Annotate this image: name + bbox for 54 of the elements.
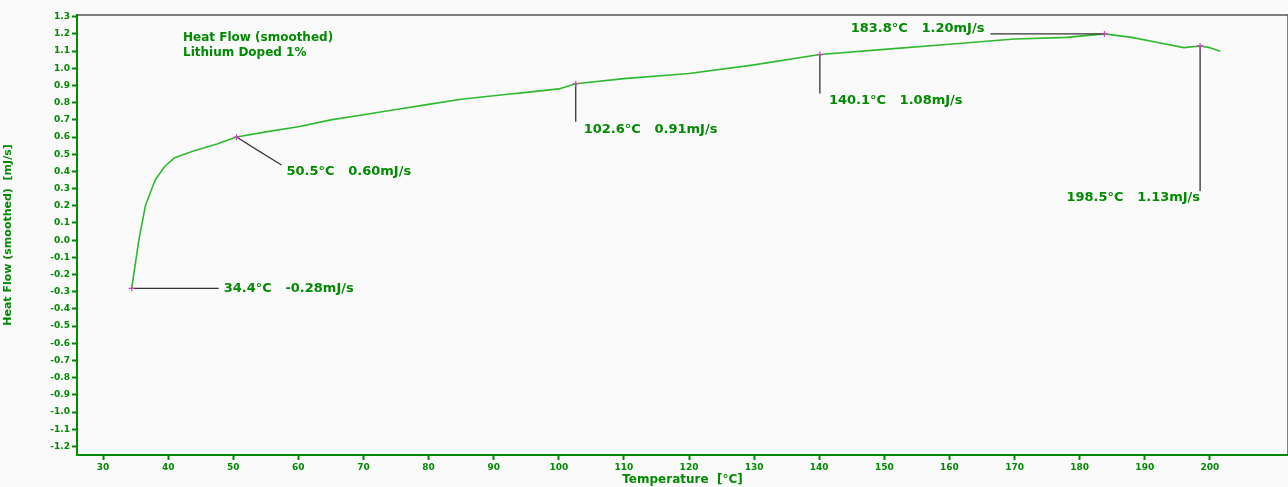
annotation: 183.8°C 1.20mJ/s: [850, 20, 985, 36]
x-tick-label: 40: [161, 461, 175, 472]
y-tick-label: 0.7: [54, 114, 70, 125]
x-tick-label: 160: [940, 461, 959, 472]
x-tick-label: 150: [874, 461, 894, 472]
x-tick-label: 120: [679, 461, 699, 472]
y-tick-label: 0.8: [54, 97, 70, 107]
x-tick-label: 110: [614, 461, 634, 472]
y-tick-label: -0.5: [50, 320, 70, 331]
annotation: 34.4°C -0.28mJ/s: [223, 279, 354, 295]
annotation: 50.5°C 0.60mJ/s: [286, 163, 412, 179]
y-tick-label: -0.4: [50, 303, 70, 314]
y-tick-label: 1.3: [54, 11, 70, 22]
x-axis-title: Temperature [°C]: [622, 471, 743, 486]
x-tick-label: 140: [809, 461, 829, 472]
y-tick-label: 0.1: [54, 217, 70, 228]
y-tick-label: -0.9: [50, 389, 70, 400]
y-tick-label: 0.3: [54, 182, 70, 193]
x-tick-label: 50: [226, 461, 240, 472]
y-tick-label: 0.5: [54, 148, 70, 159]
x-tick-label: 200: [1200, 461, 1220, 472]
text: Heat Flow (smoothed): [183, 30, 334, 45]
annotation: 198.5°C 1.13mJ/s: [1066, 189, 1201, 205]
x-tick-label: 130: [744, 461, 764, 472]
y-tick-label: -1.1: [50, 423, 70, 434]
y-tick-label: 0.4: [54, 165, 70, 176]
y-tick-label: -0.1: [50, 251, 70, 262]
y-tick-label: -0.3: [50, 286, 70, 297]
x-tick-label: 30: [96, 461, 110, 472]
y-tick-label: 1.0: [54, 62, 70, 73]
y-tick-label: 0.0: [54, 234, 70, 245]
y-axis-title: Heat Flow (smoothed) [mJ/s]: [1, 144, 15, 326]
x-tick-label: 170: [1005, 461, 1024, 472]
y-tick-label: -0.8: [50, 372, 70, 382]
annotation: 102.6°C 0.91mJ/s: [583, 121, 718, 137]
text: Lithium Doped 1%: [183, 45, 307, 60]
x-tick-label: 80: [422, 461, 435, 472]
y-tick-label: -0.6: [50, 337, 70, 348]
y-tick-label: 0.2: [54, 200, 70, 211]
y-tick-label: -0.2: [50, 268, 70, 279]
x-tick-label: 70: [357, 461, 370, 472]
y-tick-label: -0.7: [50, 354, 70, 365]
y-tick-label: -1.0: [50, 406, 70, 417]
y-tick-label: 0.6: [54, 131, 70, 142]
annotation: 140.1°C 1.08mJ/s: [828, 91, 963, 107]
x-tick-label: 100: [549, 461, 569, 472]
x-tick-label: 90: [487, 461, 500, 472]
x-tick-label: 180: [1070, 461, 1090, 472]
y-tick-label: 1.2: [54, 28, 70, 39]
y-tick-label: 1.1: [54, 45, 70, 56]
y-tick-label: -1.2: [50, 440, 70, 451]
y-tick-label: 0.9: [54, 79, 70, 90]
x-tick-label: 60: [292, 461, 305, 472]
x-tick-label: 190: [1135, 461, 1155, 472]
